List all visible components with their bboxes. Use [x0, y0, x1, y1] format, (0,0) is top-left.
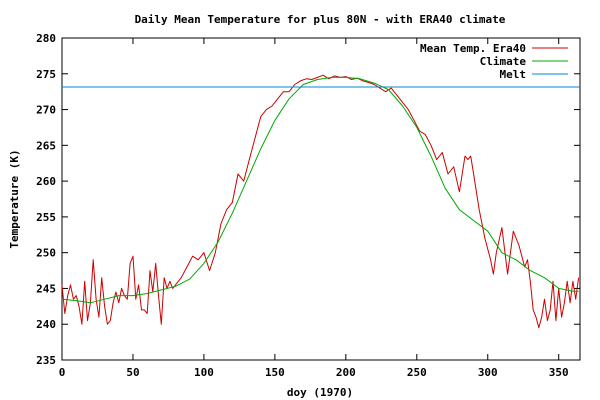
y-tick-label: 260	[36, 175, 56, 188]
y-axis-ticks: 235 240 245 250 255 260 265 270 275 280	[36, 32, 580, 367]
y-tick-label: 250	[36, 247, 56, 260]
y-tick-label: 255	[36, 211, 56, 224]
y-tick-label: 235	[36, 354, 56, 367]
chart-title: Daily Mean Temperature for plus 80N - wi…	[135, 13, 506, 26]
legend-label: Melt	[500, 68, 527, 81]
x-tick-label: 100	[194, 366, 214, 379]
climate-series-line	[61, 76, 579, 304]
y-tick-label: 270	[36, 104, 56, 117]
mean-temp-series-line	[61, 74, 580, 329]
y-tick-label: 265	[36, 139, 56, 152]
series-group	[61, 74, 580, 329]
x-tick-label: 250	[407, 366, 427, 379]
y-tick-label: 240	[36, 318, 56, 331]
legend-label: Climate	[480, 55, 527, 68]
x-tick-label: 150	[265, 366, 285, 379]
x-tick-label: 350	[549, 366, 569, 379]
y-tick-label: 275	[36, 68, 56, 81]
y-tick-label: 280	[36, 32, 56, 45]
x-tick-label: 0	[59, 366, 66, 379]
x-axis-ticks: 0 50 100 150 200 250 300 350	[59, 38, 569, 379]
plot-frame	[61, 37, 581, 361]
x-tick-label: 300	[478, 366, 498, 379]
y-tick-label: 245	[36, 282, 56, 295]
x-tick-label: 200	[336, 366, 356, 379]
x-tick-label: 50	[126, 366, 139, 379]
x-axis-label: doy (1970)	[287, 386, 353, 399]
y-axis-label: Temperature (K)	[8, 149, 21, 248]
legend-label: Mean Temp. Era40	[420, 42, 526, 55]
